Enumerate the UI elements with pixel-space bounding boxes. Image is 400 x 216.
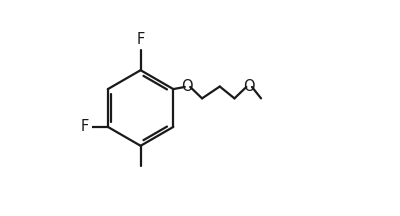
Text: O: O [182, 79, 193, 94]
Text: F: F [81, 119, 89, 134]
Text: O: O [243, 79, 255, 94]
Text: F: F [136, 32, 145, 47]
